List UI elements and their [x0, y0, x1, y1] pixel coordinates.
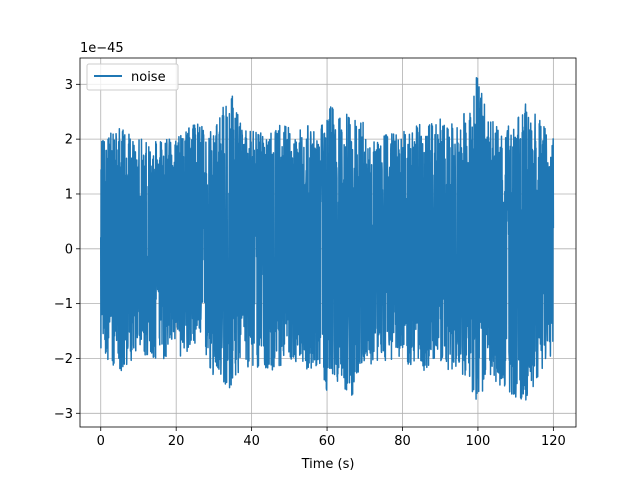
x-tick-label-6: 120 [541, 434, 566, 449]
y-scale-label: 1e−45 [80, 41, 124, 56]
axis-ticks: 0 20 40 60 80 100 120 −3 −2 −1 0 1 2 3 [54, 78, 566, 449]
y-tick-label-3: 0 [65, 242, 73, 257]
y-tick-label-5: 2 [65, 133, 73, 148]
y-tick-label-4: 1 [65, 187, 73, 202]
legend: noise [86, 63, 179, 91]
x-tick-label-3: 60 [319, 434, 336, 449]
x-tick-label-2: 40 [243, 434, 260, 449]
plot-frame [79, 57, 577, 428]
y-tick-label-1: −2 [54, 352, 73, 367]
series-line-noise [100, 76, 555, 401]
legend-label-noise: noise [131, 70, 166, 85]
x-tick-label-1: 20 [168, 434, 185, 449]
y-tick-label-2: −1 [54, 297, 73, 312]
legend-box [86, 63, 179, 91]
x-axis-label: Time (s) [301, 457, 355, 472]
y-tick-label-0: −3 [54, 407, 73, 422]
series-layer [100, 76, 555, 401]
x-tick-label-0: 0 [97, 434, 105, 449]
x-tick-label-5: 100 [466, 434, 491, 449]
x-tick-label-4: 80 [394, 434, 411, 449]
y-tick-label-6: 3 [65, 78, 73, 93]
